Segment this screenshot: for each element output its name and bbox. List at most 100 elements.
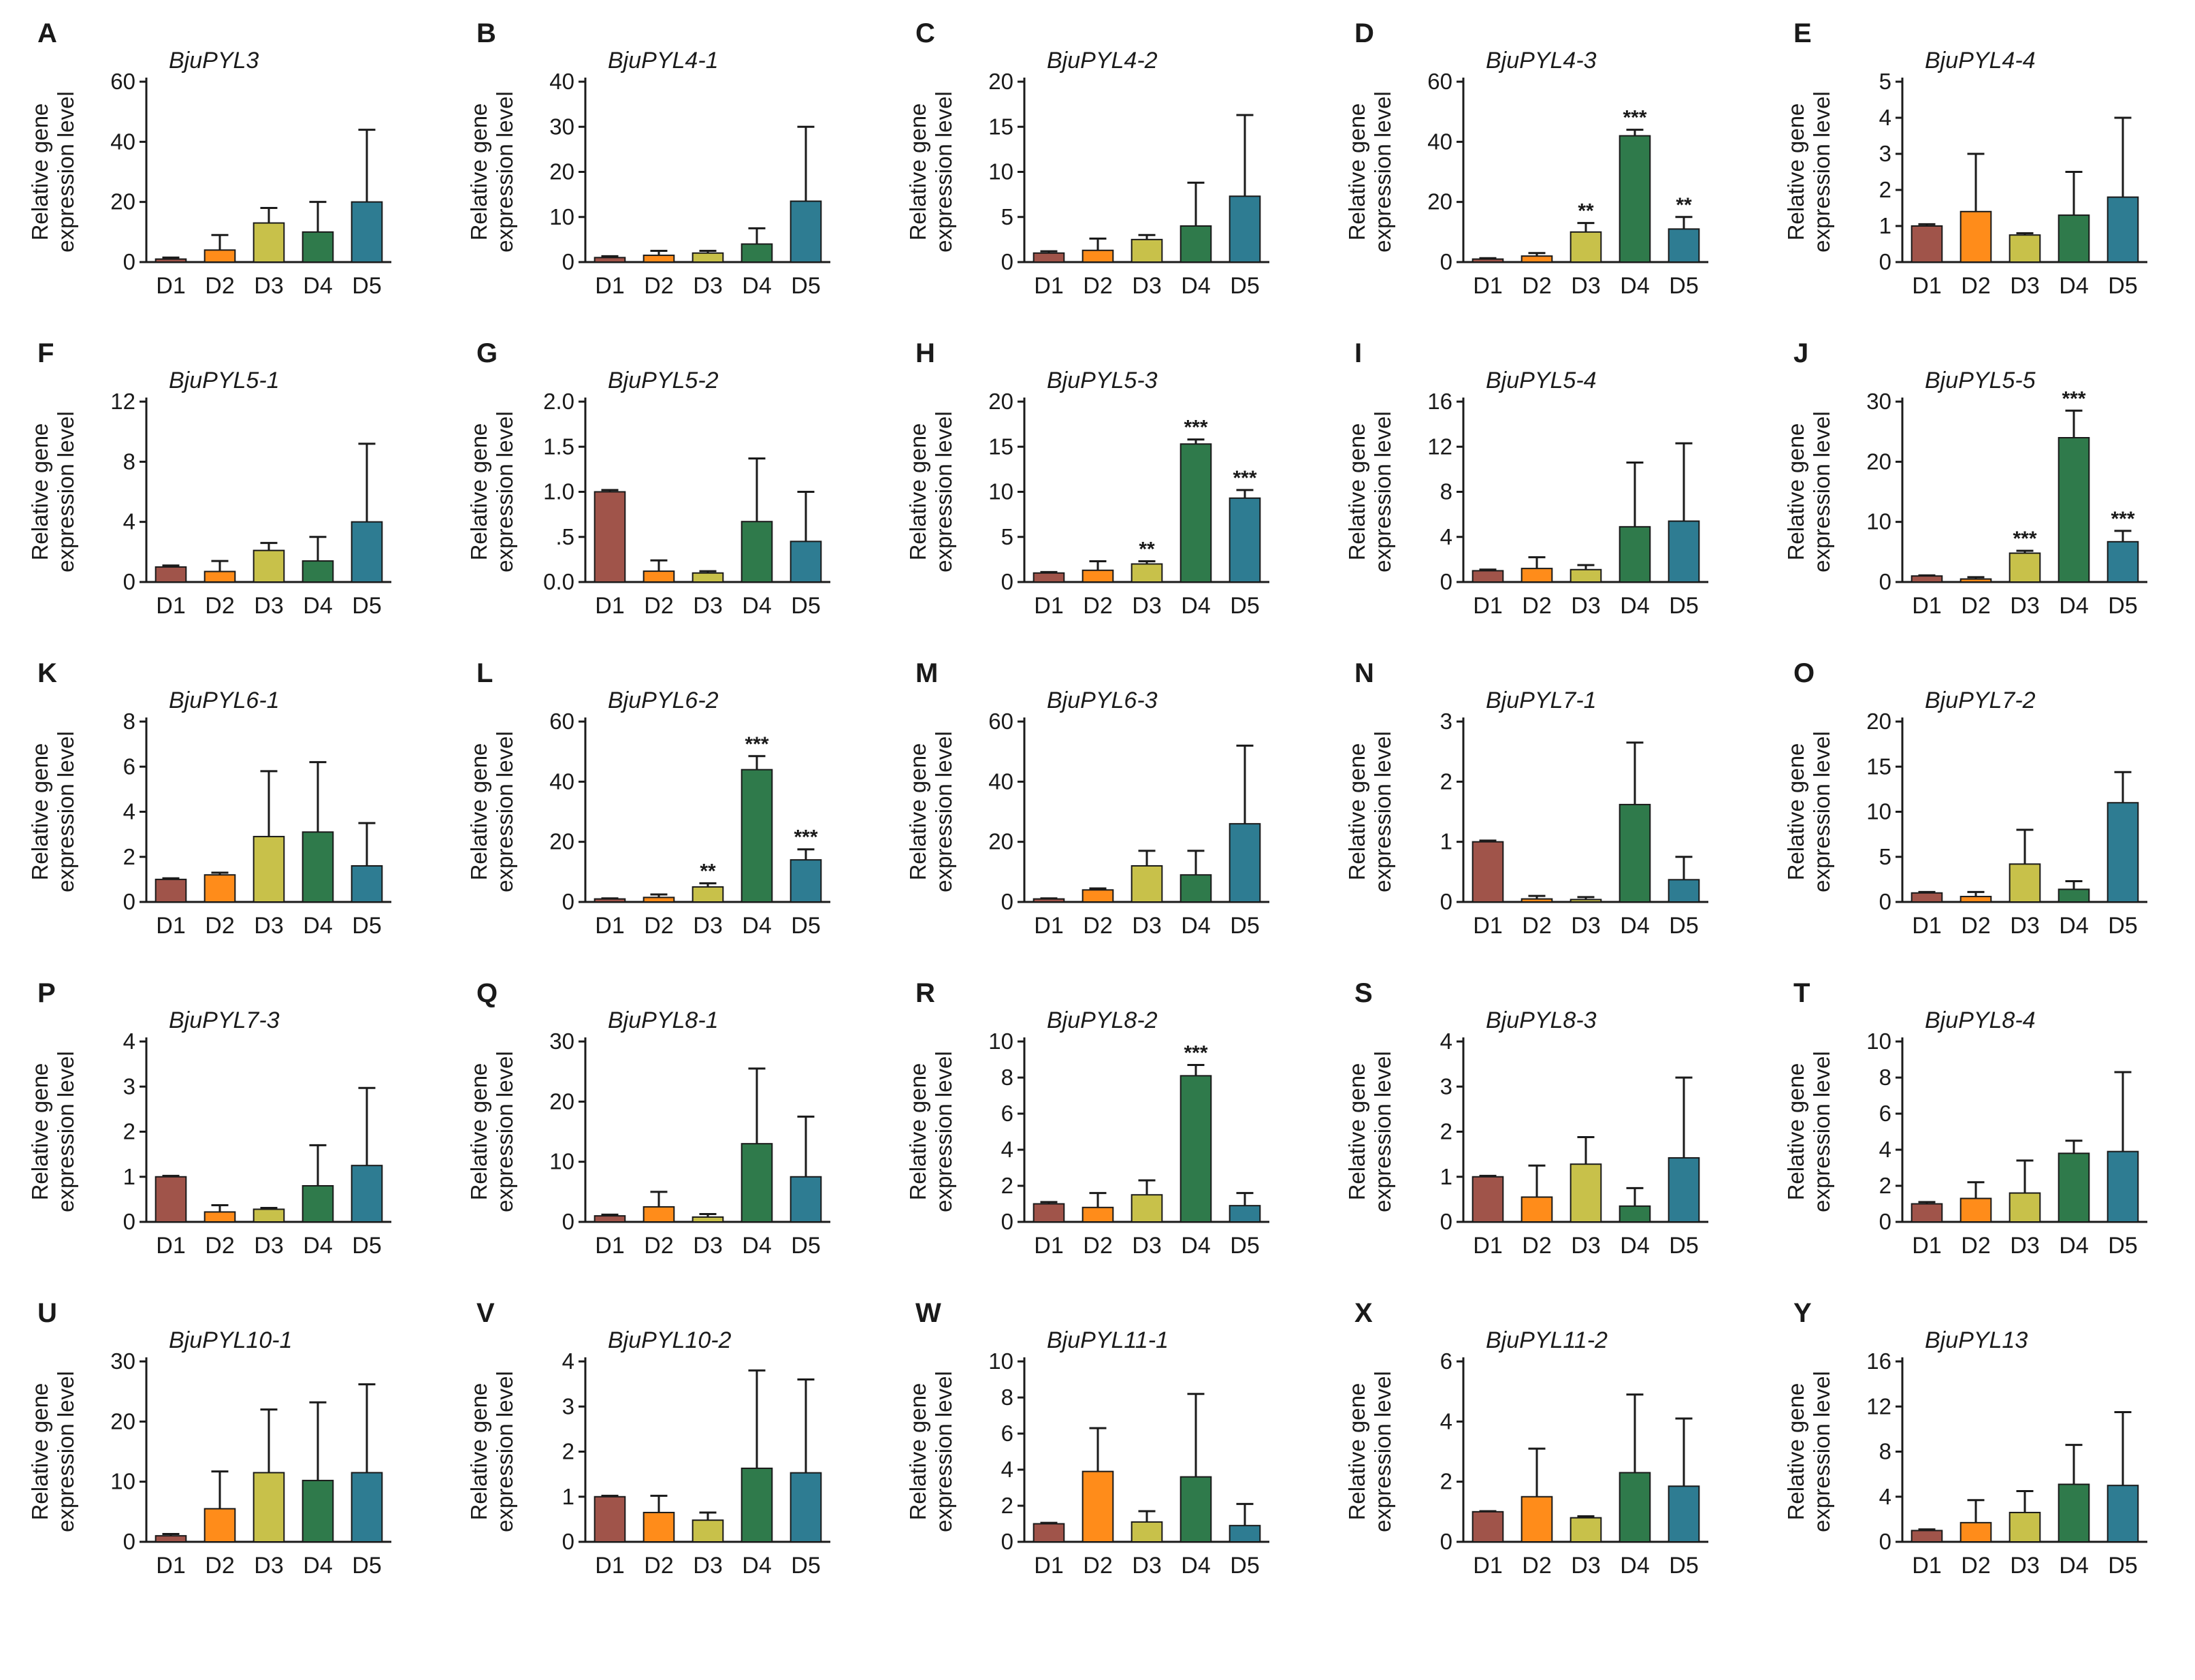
x-tick-label: D4 xyxy=(1181,273,1210,299)
x-tick-label: D3 xyxy=(1132,1553,1161,1579)
y-tick-label: 6 xyxy=(1001,1421,1013,1446)
y-tick-label: 1 xyxy=(1440,829,1452,854)
y-tick-label: 20 xyxy=(1866,449,1891,474)
chart-title: BjuPYL6-2 xyxy=(608,688,719,713)
y-axis-label: Relative geneexpression level xyxy=(1344,411,1395,572)
chart-title: BjuPYL4-2 xyxy=(1047,48,1158,74)
chart-title: BjuPYL8-1 xyxy=(608,1007,719,1033)
panel-letter: R xyxy=(915,978,935,1008)
y-tick-label: 0 xyxy=(1001,1209,1013,1234)
x-tick-label: D5 xyxy=(352,1553,381,1579)
y-axis-label-line: Relative gene xyxy=(27,423,52,561)
bar-D4 xyxy=(1619,526,1651,583)
y-tick-label: 10 xyxy=(549,204,574,229)
bar-D4 xyxy=(741,769,773,903)
panel-letter: M xyxy=(915,658,938,688)
x-tick-label: D2 xyxy=(644,913,673,939)
chart-title: BjuPYL13 xyxy=(1925,1327,2028,1353)
y-tick-label: 8 xyxy=(123,709,135,734)
y-tick-label: 4 xyxy=(123,509,135,534)
x-tick-label: D4 xyxy=(1620,913,1649,939)
chart-title: BjuPYL7-3 xyxy=(169,1007,280,1033)
y-axis-label: Relative geneexpression level xyxy=(1783,1371,1834,1532)
y-axis-label-line: expression level xyxy=(1370,411,1395,572)
bar-D1 xyxy=(594,1215,626,1223)
y-tick-label: 3 xyxy=(562,1393,574,1419)
bar-D1 xyxy=(155,1176,187,1223)
significance-marker: *** xyxy=(1184,1041,1207,1064)
chart-title: BjuPYL6-3 xyxy=(1047,688,1158,713)
y-axis-label-line: Relative gene xyxy=(1783,103,1808,241)
x-tick-label: D5 xyxy=(352,273,381,299)
x-tick-label: D3 xyxy=(1571,593,1600,619)
bar-D5 xyxy=(2107,540,2139,583)
y-axis-label-line: expression level xyxy=(931,1371,956,1532)
bar-D5 xyxy=(351,201,383,263)
y-tick-label: 40 xyxy=(1427,129,1452,154)
significance-marker: *** xyxy=(2062,387,2085,410)
y-tick-label: 4 xyxy=(1001,1137,1013,1162)
bar-D5 xyxy=(351,865,383,903)
x-tick-label: D4 xyxy=(1620,1553,1649,1579)
x-tick-label: D3 xyxy=(1571,273,1600,299)
y-axis-label-line: Relative gene xyxy=(905,743,930,881)
panel-letter: T xyxy=(1793,978,1810,1008)
x-tick-label: D4 xyxy=(2059,913,2088,939)
significance-marker: *** xyxy=(1233,467,1256,489)
x-tick-label: D4 xyxy=(1620,1233,1649,1259)
y-axis-label-line: expression level xyxy=(53,1051,78,1212)
x-tick-label: D3 xyxy=(1132,593,1161,619)
x-tick-label: D2 xyxy=(1522,273,1551,299)
y-tick-label: 2 xyxy=(1440,1469,1452,1494)
bar-D2 xyxy=(1960,1197,1992,1223)
x-tick-label: D3 xyxy=(693,593,722,619)
bar-D1 xyxy=(1911,575,1943,583)
bar-D1 xyxy=(1472,1176,1504,1223)
x-tick-label: D5 xyxy=(791,273,820,299)
panel-letter: E xyxy=(1793,18,1812,48)
chart-title: BjuPYL8-4 xyxy=(1925,1007,2036,1033)
y-tick-label: 12 xyxy=(110,389,135,414)
x-tick-label: D5 xyxy=(352,593,381,619)
bar-D4 xyxy=(741,1468,773,1543)
bar-D5 xyxy=(1229,497,1261,583)
y-tick-label: 20 xyxy=(1866,709,1891,734)
y-axis-label-line: expression level xyxy=(1809,1371,1834,1532)
x-tick-label: D3 xyxy=(2010,1553,2039,1579)
bar-D3 xyxy=(692,886,724,903)
x-tick-label: D2 xyxy=(1961,1553,1990,1579)
y-axis-label: Relative geneexpression level xyxy=(27,411,78,572)
y-axis-label-line: expression level xyxy=(1809,91,1834,253)
y-axis-label-line: expression level xyxy=(931,1051,956,1212)
bar-D3 xyxy=(1131,238,1163,263)
y-tick-label: 30 xyxy=(549,114,574,139)
x-tick-label: D5 xyxy=(352,1233,381,1259)
bar-D4 xyxy=(1180,225,1212,263)
bar-D2 xyxy=(204,249,236,263)
bar-D5 xyxy=(1229,823,1261,903)
y-axis-label-line: expression level xyxy=(1809,411,1834,572)
chart-panel-I: I BjuPYL5-4 Relative geneexpression level 0… xyxy=(1344,338,1708,619)
y-axis-label: Relative geneexpression level xyxy=(1783,411,1834,572)
y-tick-label: 20 xyxy=(549,159,574,184)
x-tick-label: D1 xyxy=(595,1553,624,1579)
bar-D1 xyxy=(594,1496,626,1542)
bar-D2 xyxy=(1082,249,1114,263)
bar-D2 xyxy=(1960,210,1992,263)
y-tick-label: 1 xyxy=(123,1164,135,1189)
y-tick-label: 1.0 xyxy=(543,479,574,504)
bar-D3 xyxy=(692,1216,724,1223)
y-axis-label: Relative geneexpression level xyxy=(466,91,517,253)
y-tick-label: 30 xyxy=(1866,389,1891,414)
y-axis-label-line: Relative gene xyxy=(27,103,52,241)
x-tick-label: D1 xyxy=(1034,273,1063,299)
y-tick-label: 0 xyxy=(1879,889,1891,914)
bar-D5 xyxy=(351,1165,383,1223)
x-tick-label: D5 xyxy=(1669,1233,1698,1259)
bar-D3 xyxy=(692,1519,724,1543)
y-axis-label: Relative geneexpression level xyxy=(1783,91,1834,253)
x-tick-label: D4 xyxy=(303,593,332,619)
y-tick-label: 10 xyxy=(1866,509,1891,534)
bar-D2 xyxy=(1960,578,1992,583)
